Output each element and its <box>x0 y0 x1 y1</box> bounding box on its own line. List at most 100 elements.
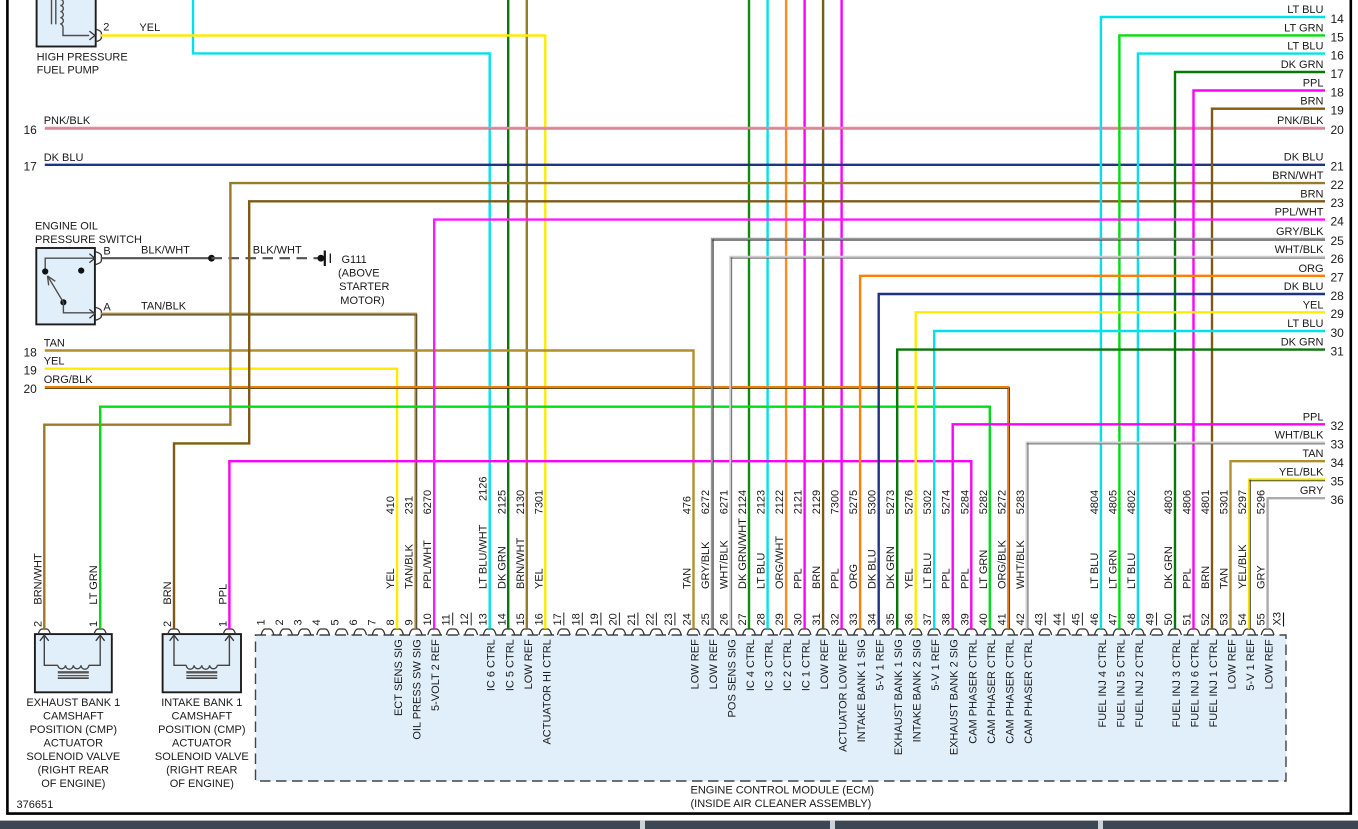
svg-text:LT GRN: LT GRN <box>1284 22 1323 34</box>
svg-text:PNK/BLK: PNK/BLK <box>44 115 91 127</box>
svg-text:3: 3 <box>293 619 305 625</box>
svg-text:2121: 2121 <box>793 490 805 514</box>
svg-text:44: 44 <box>1052 613 1064 625</box>
svg-text:17: 17 <box>552 613 564 625</box>
svg-text:PRESSURE SWITCH: PRESSURE SWITCH <box>35 234 142 246</box>
svg-text:5302: 5302 <box>922 490 934 514</box>
svg-text:35: 35 <box>1331 475 1345 489</box>
svg-text:7300: 7300 <box>830 490 842 514</box>
svg-text:5296: 5296 <box>1256 490 1268 514</box>
svg-text:IC 2 CTRL: IC 2 CTRL <box>782 639 794 691</box>
svg-text:ORG: ORG <box>848 564 860 589</box>
svg-text:51: 51 <box>1182 613 1194 625</box>
svg-text:33: 33 <box>848 613 860 625</box>
svg-text:28: 28 <box>1331 289 1345 303</box>
svg-text:LT BLU: LT BLU <box>1089 553 1101 589</box>
svg-text:CAM PHASER CTRL: CAM PHASER CTRL <box>1023 639 1035 744</box>
svg-text:GRY/BLK: GRY/BLK <box>700 541 712 589</box>
svg-text:DK BLU: DK BLU <box>44 152 84 164</box>
svg-text:PPL: PPL <box>217 584 229 605</box>
svg-text:2123: 2123 <box>756 490 768 514</box>
svg-text:4803: 4803 <box>1163 490 1175 514</box>
svg-text:5-V 1 REF: 5-V 1 REF <box>930 639 942 691</box>
svg-text:4801: 4801 <box>1200 490 1212 514</box>
svg-text:LT BLU: LT BLU <box>1126 553 1138 589</box>
svg-text:2122: 2122 <box>774 490 786 514</box>
svg-text:4: 4 <box>311 619 323 625</box>
svg-text:LOW REF: LOW REF <box>708 639 720 689</box>
svg-text:BRN: BRN <box>162 581 174 604</box>
svg-text:39: 39 <box>959 613 971 625</box>
svg-text:28: 28 <box>756 613 768 625</box>
svg-text:BRN: BRN <box>1300 188 1323 200</box>
svg-text:SOLENOID VALVE: SOLENOID VALVE <box>155 751 249 763</box>
svg-text:55: 55 <box>1256 613 1268 625</box>
svg-text:LT BLU: LT BLU <box>756 553 768 589</box>
svg-text:OF ENGINE): OF ENGINE) <box>170 778 234 790</box>
svg-text:ECT SENS SIG: ECT SENS SIG <box>393 639 405 716</box>
svg-text:6271: 6271 <box>719 490 731 514</box>
svg-text:26: 26 <box>719 613 731 625</box>
svg-text:31: 31 <box>811 613 823 625</box>
svg-text:FUEL INJ 6 CTRL: FUEL INJ 6 CTRL <box>1190 639 1202 727</box>
svg-text:BRN/WHT: BRN/WHT <box>1272 170 1324 182</box>
svg-text:DK BLU: DK BLU <box>867 549 879 589</box>
svg-text:37: 37 <box>922 613 934 625</box>
svg-text:54: 54 <box>1237 613 1249 625</box>
svg-text:TAN: TAN <box>1302 448 1323 460</box>
svg-text:INTAKE BANK 1: INTAKE BANK 1 <box>161 697 242 709</box>
svg-text:26: 26 <box>1331 252 1345 266</box>
svg-text:G111: G111 <box>342 254 367 266</box>
svg-text:IC 5 CTRL: IC 5 CTRL <box>504 639 516 691</box>
svg-text:CAM PHASER CTRL: CAM PHASER CTRL <box>986 639 998 744</box>
svg-text:PPL: PPL <box>941 568 953 589</box>
svg-text:YEL: YEL <box>904 568 916 589</box>
svg-text:EXHAUST BANK 2 SIG: EXHAUST BANK 2 SIG <box>949 639 961 755</box>
svg-text:CAMSHAFT: CAMSHAFT <box>43 711 104 723</box>
svg-text:5: 5 <box>330 619 342 625</box>
svg-text:BLK/WHT: BLK/WHT <box>141 245 190 257</box>
svg-text:2129: 2129 <box>811 490 823 514</box>
svg-text:34: 34 <box>1331 456 1345 470</box>
svg-text:BLK/WHT: BLK/WHT <box>253 245 302 257</box>
svg-text:22: 22 <box>1331 178 1345 192</box>
svg-text:20: 20 <box>1331 123 1345 137</box>
svg-text:17: 17 <box>1331 67 1345 81</box>
svg-text:5301: 5301 <box>1219 490 1231 514</box>
svg-text:ACTUATOR: ACTUATOR <box>44 738 104 750</box>
svg-text:7: 7 <box>367 619 379 625</box>
svg-text:YEL/BLK: YEL/BLK <box>1279 467 1324 479</box>
svg-text:1: 1 <box>256 619 268 625</box>
svg-text:ACTUATOR: ACTUATOR <box>172 738 232 750</box>
svg-text:5297: 5297 <box>1237 490 1249 514</box>
svg-text:IC 6 CTRL: IC 6 CTRL <box>486 639 498 691</box>
svg-text:PPL: PPL <box>1303 78 1324 90</box>
svg-text:14: 14 <box>1331 12 1345 26</box>
svg-text:20: 20 <box>607 613 619 625</box>
svg-text:FUEL PUMP: FUEL PUMP <box>37 64 100 76</box>
svg-text:DK GRN: DK GRN <box>1281 337 1324 349</box>
svg-text:22: 22 <box>644 613 656 625</box>
svg-text:4806: 4806 <box>1182 490 1194 514</box>
svg-text:4802: 4802 <box>1126 490 1138 514</box>
svg-text:LOW REF: LOW REF <box>819 639 831 689</box>
svg-text:40: 40 <box>978 613 990 625</box>
svg-text:16: 16 <box>1331 49 1345 63</box>
svg-text:17: 17 <box>24 160 38 174</box>
svg-text:BRN/WHT: BRN/WHT <box>515 537 527 589</box>
svg-text:50: 50 <box>1163 613 1175 625</box>
svg-text:IC 1 CTRL: IC 1 CTRL <box>801 639 813 691</box>
svg-text:14: 14 <box>496 613 508 625</box>
svg-text:YEL: YEL <box>44 356 65 368</box>
svg-text:47: 47 <box>1107 613 1119 625</box>
svg-text:DK GRN: DK GRN <box>1281 59 1324 71</box>
svg-text:YEL: YEL <box>385 568 397 589</box>
svg-text:PPL/WHT: PPL/WHT <box>422 540 434 589</box>
svg-text:PPL: PPL <box>830 568 842 589</box>
svg-text:TAN/BLK: TAN/BLK <box>404 543 416 589</box>
svg-text:27: 27 <box>1331 271 1345 285</box>
svg-text:16: 16 <box>24 123 38 137</box>
svg-text:DK GRN: DK GRN <box>885 546 897 589</box>
svg-text:PPL: PPL <box>793 568 805 589</box>
svg-text:EXHAUST BANK 1: EXHAUST BANK 1 <box>26 697 120 709</box>
